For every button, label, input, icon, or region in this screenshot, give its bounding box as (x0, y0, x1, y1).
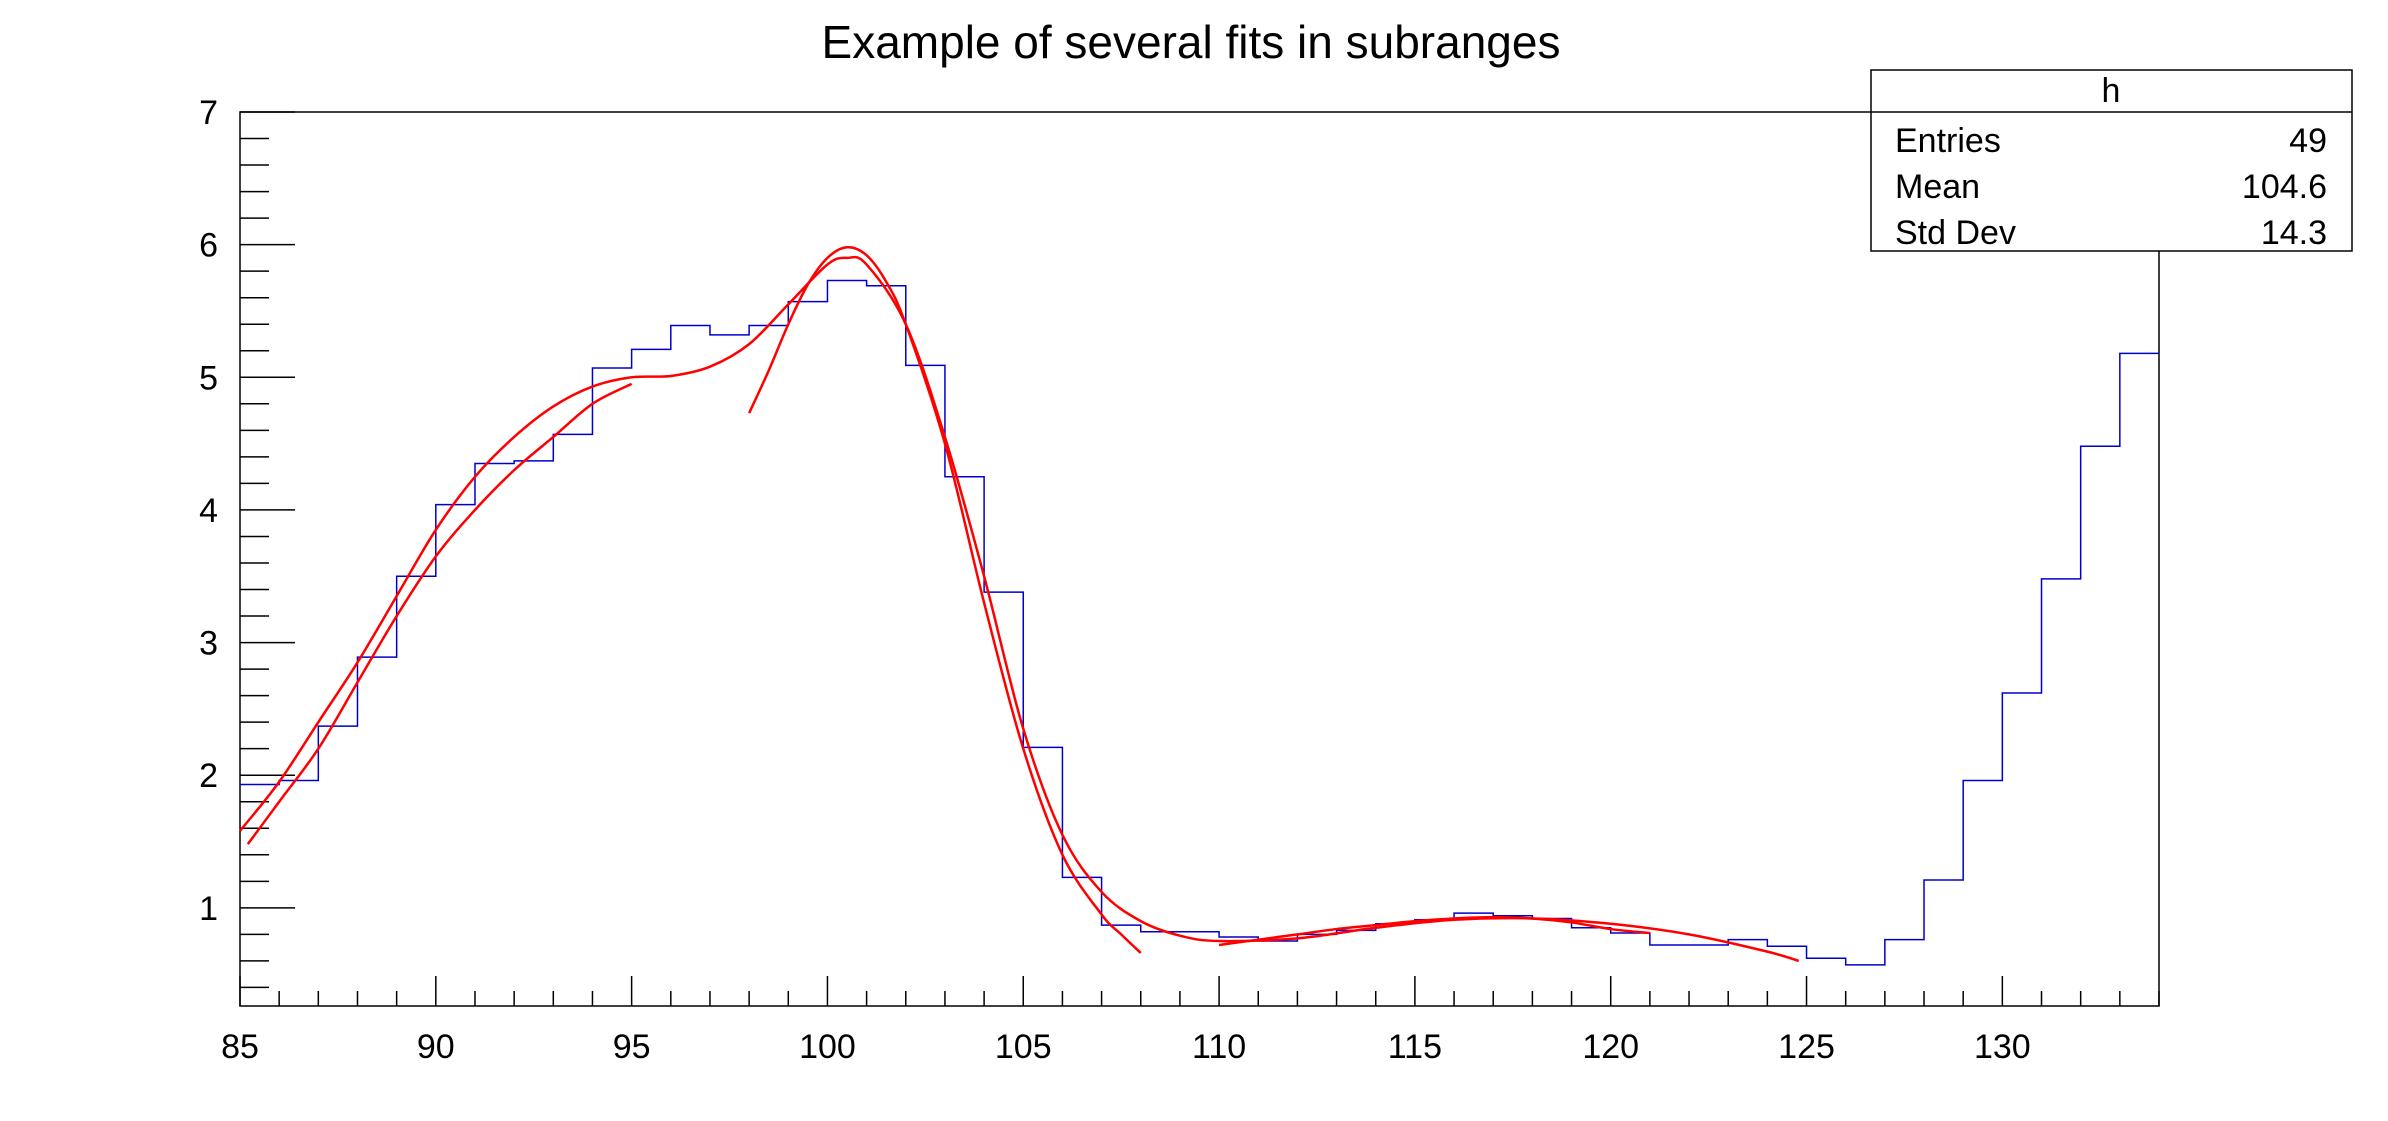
stats-label-entries: Entries (1895, 122, 2001, 160)
histogram (240, 279, 2159, 966)
stats-label-mean: Mean (1895, 168, 1980, 206)
chart-title: Example of several fits in subranges (822, 16, 1561, 68)
x-tick-label: 130 (1974, 1028, 2031, 1066)
y-tick-label: 2 (199, 757, 218, 795)
fit-curve (239, 255, 1800, 963)
axis-ticks: 85 90 95 100 105 110 115 120 125 130 1 2 3 4 5 6 7 (199, 94, 2160, 1066)
x-tick-label: 125 (1778, 1028, 1835, 1066)
stats-box: h Entries 49 Mean 104.6 Std Dev 14.3 (1870, 69, 2353, 252)
fit-curves (239, 246, 1800, 963)
stats-label-stddev: Std Dev (1895, 214, 2016, 252)
x-tick-label: 120 (1582, 1028, 1639, 1066)
x-tick-label: 115 (1388, 1028, 1442, 1066)
fit-curve (246, 382, 633, 845)
x-tick-label: 85 (221, 1028, 259, 1066)
stats-title: h (2102, 72, 2121, 110)
x-tick-label: 105 (995, 1028, 1052, 1066)
histogram-outline (240, 279, 2159, 966)
stats-value-stddev: 14.3 (2261, 214, 2327, 252)
y-tick-label: 1 (199, 890, 218, 928)
x-tick-label: 95 (613, 1028, 651, 1066)
fit-curve (1218, 915, 1651, 947)
plot-frame (239, 111, 2160, 1007)
stats-value-entries: 49 (2289, 122, 2327, 160)
stats-value-mean: 104.6 (2242, 168, 2327, 206)
x-tick-label: 90 (417, 1028, 455, 1066)
y-tick-label: 5 (199, 359, 218, 397)
x-tick-label: 100 (799, 1028, 856, 1066)
x-tick-label: 110 (1192, 1028, 1246, 1066)
fit-curve (747, 246, 1142, 954)
y-tick-label: 7 (199, 94, 218, 132)
y-tick-label: 4 (199, 492, 218, 530)
y-tick-label: 3 (199, 625, 218, 663)
y-tick-label: 6 (199, 227, 218, 265)
